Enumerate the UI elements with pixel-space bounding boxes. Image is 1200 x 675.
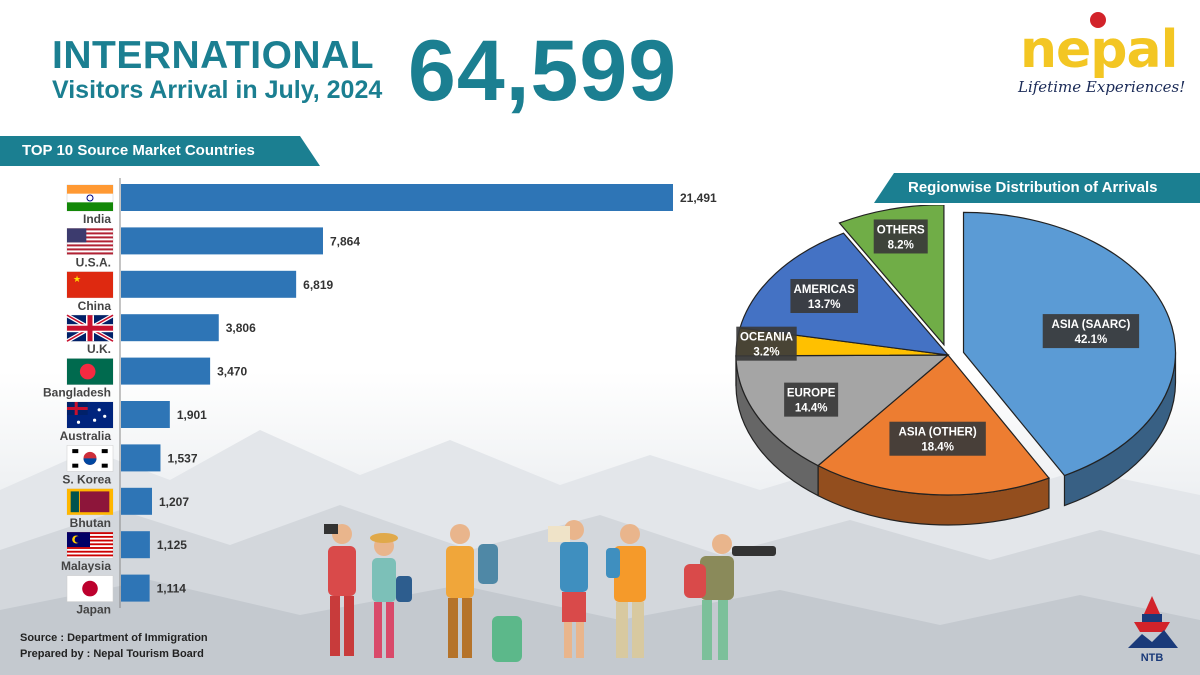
pie-label-value: 3.2%: [753, 347, 779, 359]
total-arrivals: 64,599: [408, 23, 678, 119]
bar-value-label: 3,806: [226, 321, 256, 335]
svg-text:★: ★: [73, 275, 81, 285]
traveler-binoculars: [606, 524, 646, 658]
traveler-camera: [684, 534, 776, 660]
bar: [121, 444, 161, 472]
flag-icon-bhutan: [66, 488, 114, 516]
pie-chart: ASIA (SAARC) 42.1% ASIA (OTHER) 18.4% EUROPE…: [735, 205, 1177, 526]
category-label: Japan: [76, 603, 111, 617]
nepal-logo: nepal Lifetime Experiences!: [1012, 12, 1186, 102]
category-label: U.K.: [87, 342, 111, 356]
pie-label-value: 14.4%: [795, 403, 828, 415]
pie-label-name: EUROPE: [787, 388, 836, 400]
pie-label: ASIA (SAARC) 42.1%: [1042, 314, 1140, 349]
ntb-mark: NTB: [1141, 652, 1164, 664]
flag-icon-bangladesh: [66, 358, 114, 385]
bar-value-label: 21,491: [680, 191, 717, 205]
title-subtitle: Visitors Arrival in July, 2024: [52, 76, 383, 104]
pie-section-banner: Regionwise Distribution of Arrivals: [874, 173, 1200, 203]
pie-label-value: 8.2%: [888, 239, 914, 251]
bar-value-label: 1,207: [159, 495, 189, 509]
pie-label: OTHERS 8.2%: [873, 219, 928, 254]
pie-label-value: 18.4%: [921, 442, 954, 454]
category-label: India: [83, 212, 111, 226]
traveler-suitcase: [446, 524, 522, 662]
bar-chart: India 21,491 U.S.A. 7,864 ★ China 6,819 U.K. 3,8…: [43, 178, 717, 617]
flag-icon-australia: [66, 401, 114, 429]
bar-value-label: 1,901: [177, 408, 207, 422]
pie-label-name: AMERICAS: [794, 284, 856, 296]
traveler-map: [548, 520, 588, 658]
bar: [121, 574, 150, 602]
flag-icon-s-korea: [66, 445, 114, 472]
category-label: U.S.A.: [76, 255, 111, 269]
pie-label-name: OTHERS: [877, 224, 925, 236]
pie-label: ASIA (OTHER) 18.4%: [889, 421, 986, 456]
category-label: Australia: [60, 429, 112, 443]
bar-value-label: 3,470: [217, 365, 247, 379]
logo-sun-icon: [1090, 12, 1106, 28]
bar-value-label: 1,537: [167, 451, 197, 465]
traveler-photographer: [324, 524, 356, 656]
prepared-line: Prepared by : Nepal Tourism Board: [20, 648, 204, 660]
title-international: INTERNATIONAL: [52, 34, 375, 77]
flag-icon-u-k-: [66, 313, 114, 343]
category-label: Bangladesh: [43, 386, 111, 400]
flag-icon-japan: [66, 575, 114, 602]
pagoda-icon: [1144, 596, 1160, 614]
source-note: Source : Department of Immigration Prepa…: [20, 630, 208, 662]
flag-icon-u-s-a-: [66, 228, 114, 255]
flag-icon-india: [66, 184, 114, 212]
traveler-woman-hat: [370, 533, 412, 658]
pie-label-name: ASIA (SAARC): [1052, 319, 1131, 331]
travelers-illustration: [324, 520, 776, 662]
bar: [121, 314, 219, 342]
bar: [121, 487, 153, 515]
flag-icon-malaysia: [66, 531, 114, 559]
pie-label: OCEANIA 3.2%: [736, 326, 797, 361]
bar: [121, 531, 150, 559]
logo-wordmark: nepal: [1020, 20, 1178, 80]
bar-value-label: 7,864: [330, 234, 360, 248]
pie-label: EUROPE 14.4%: [784, 382, 839, 417]
pie-label-name: OCEANIA: [740, 332, 793, 344]
pie-label-value: 42.1%: [1075, 334, 1108, 346]
category-label: China: [78, 299, 112, 313]
category-label: Bhutan: [70, 516, 111, 530]
pie-label: AMERICAS 13.7%: [790, 279, 859, 314]
flag-icon-china: ★: [66, 271, 114, 299]
bar-value-label: 6,819: [303, 278, 333, 292]
bar: [121, 357, 211, 385]
bar: [121, 401, 170, 428]
logo-tagline: Lifetime Experiences!: [1018, 78, 1186, 96]
bar: [121, 227, 323, 255]
pie-label-name: ASIA (OTHER): [899, 427, 977, 439]
bar-section-banner: TOP 10 Source Market Countries: [0, 136, 320, 166]
category-label: S. Korea: [62, 472, 111, 486]
pie-section-title: Regionwise Distribution of Arrivals: [908, 179, 1158, 196]
bar-value-label: 1,125: [157, 538, 187, 552]
bar: [121, 270, 297, 298]
source-line: Source : Department of Immigration: [20, 632, 208, 644]
ntb-logo: NTB: [1128, 596, 1178, 664]
bar: [121, 184, 673, 211]
bar-value-label: 1,114: [157, 582, 187, 596]
category-label: Malaysia: [61, 559, 111, 573]
pie-label-value: 13.7%: [808, 299, 841, 311]
bar-section-title: TOP 10 Source Market Countries: [22, 142, 255, 159]
